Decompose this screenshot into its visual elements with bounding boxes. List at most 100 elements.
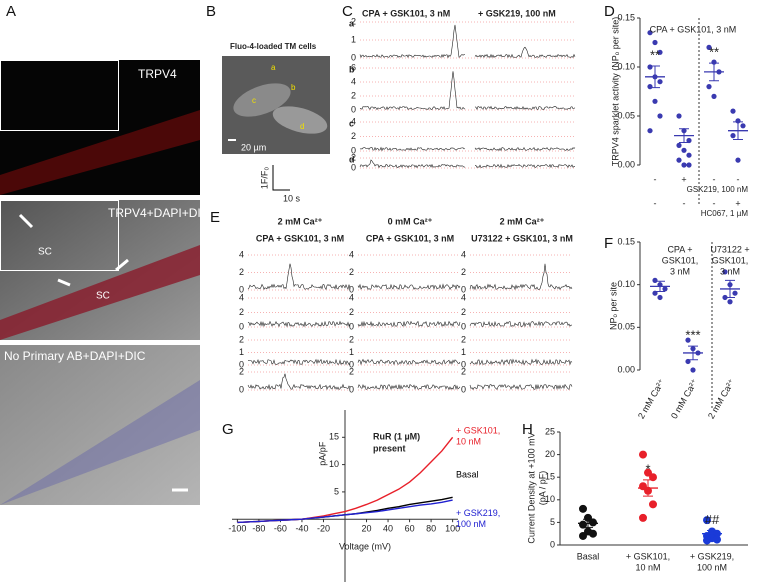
trace xyxy=(247,358,351,366)
column-title: CPA + GSK101, 3 nM xyxy=(256,233,344,243)
y-tick-label: 20 xyxy=(545,449,555,459)
axis-tick-label: 2 xyxy=(351,131,356,141)
x-tick-label: + GSK219, xyxy=(690,551,734,561)
x-tick-label: -100 xyxy=(228,524,246,534)
dot xyxy=(649,500,657,509)
x-tick-label: 80 xyxy=(426,524,436,534)
dot xyxy=(735,157,741,163)
sem-bar xyxy=(733,121,743,141)
image-label: TRPV4+DAPI+DIC xyxy=(108,206,210,220)
dot xyxy=(647,30,653,36)
y-tick-label: 0.05 xyxy=(617,110,635,120)
dot xyxy=(706,84,712,90)
treatment-mark: - xyxy=(683,198,686,208)
image-label: No Primary AB+DAPI+DIC xyxy=(4,349,146,363)
axis-tick-label: 4 xyxy=(239,249,244,259)
panel-label: C xyxy=(342,3,353,20)
y-tick-label: 0.15 xyxy=(617,12,635,22)
legend-label: + GSK219, 100 nM xyxy=(456,508,500,529)
axis-tick-label: 0 xyxy=(351,145,356,155)
axis-tick-label: 6 xyxy=(351,62,356,72)
panel-label: E xyxy=(210,209,220,226)
treatment-mark: + xyxy=(735,198,740,208)
sem-bar xyxy=(655,280,665,292)
trace xyxy=(357,358,461,366)
x-tick-label: 10 nM xyxy=(635,562,660,572)
image-label: TRPV4 xyxy=(138,67,177,81)
x-tick-label: Basal xyxy=(577,551,600,561)
dot xyxy=(690,367,696,373)
axis-tick-label: 1 xyxy=(239,347,244,357)
trace xyxy=(359,146,466,152)
axis-tick-label: 2 xyxy=(349,307,354,317)
y-tick-label: 10 xyxy=(545,494,555,504)
stain xyxy=(0,245,200,340)
axis-tick-label: 0 xyxy=(239,321,244,331)
arrow xyxy=(18,213,129,287)
x-tick-label: 2 mM Ca²⁺ xyxy=(706,377,737,421)
column-title: CPA + GSK101, 3 nM xyxy=(366,233,454,243)
axis-tick-label: 4 xyxy=(461,292,466,302)
row-label: a xyxy=(349,18,355,28)
note: RuR (1 µM) xyxy=(373,432,420,442)
y-tick-label: 15 xyxy=(545,472,555,482)
axis-tick-label: 0 xyxy=(349,321,354,331)
axis-tick-label: 4 xyxy=(239,292,244,302)
trace xyxy=(359,71,466,111)
dot xyxy=(589,529,597,538)
panel-label: D xyxy=(604,3,615,20)
axis-tick-label: 1 xyxy=(351,34,356,44)
dot xyxy=(740,123,746,129)
dot xyxy=(639,513,647,522)
significance: * xyxy=(645,461,650,476)
axis-tick-label: 2 xyxy=(239,334,244,344)
x-tick-label: -60 xyxy=(274,524,287,534)
cell-label: c xyxy=(252,96,256,105)
trace xyxy=(469,320,573,328)
column-title: CPA + GSK101, 3 nM xyxy=(362,8,450,18)
group-label: GSK101, xyxy=(712,255,749,265)
dot xyxy=(657,113,663,119)
axis-tick-label: 2 xyxy=(461,267,466,277)
axis-tick-label: 2 xyxy=(349,366,354,376)
dot xyxy=(727,299,733,305)
y-tick-label: 0.10 xyxy=(617,61,635,71)
axis-tick-label: 0 xyxy=(239,284,244,294)
sem-bar xyxy=(583,518,593,528)
dot xyxy=(589,518,597,527)
x-tick-label: 0 mM Ca²⁺ xyxy=(669,377,700,421)
trace xyxy=(247,373,351,391)
group-label: CPA + xyxy=(667,244,692,254)
axis-tick-label: 1 xyxy=(461,347,466,357)
x-tick-label: 2 mM Ca²⁺ xyxy=(636,377,667,421)
axis-tick-label: 2 xyxy=(349,334,354,344)
y-tick-label: 0.10 xyxy=(617,279,635,289)
trace xyxy=(357,283,461,291)
dot xyxy=(662,286,668,292)
treatment-mark: - xyxy=(654,198,657,208)
row-label: b xyxy=(349,64,355,74)
x-tick-label: 60 xyxy=(405,524,415,534)
axis-tick-label: 2 xyxy=(239,267,244,277)
dot xyxy=(657,79,663,85)
axis-tick-label: 0 xyxy=(239,384,244,394)
trace xyxy=(474,163,576,169)
scale-bar xyxy=(272,165,290,191)
axis-tick-label: 0 xyxy=(239,359,244,369)
trace xyxy=(474,46,576,59)
dot xyxy=(652,98,658,104)
scale-label: 20 µm xyxy=(241,142,266,152)
sem-bar xyxy=(650,65,660,89)
axis-tick-label: 4 xyxy=(349,249,354,259)
group-label: 3 nM xyxy=(720,266,740,276)
chart-title: CPA + GSK101, 3 nM xyxy=(650,24,737,34)
y-tick-label: 5 xyxy=(550,517,555,527)
dot xyxy=(676,113,682,119)
dot xyxy=(686,137,692,144)
x-tick-label: -20 xyxy=(317,524,330,534)
dot xyxy=(703,536,711,545)
dot xyxy=(711,93,717,99)
cell xyxy=(233,83,291,117)
series-line xyxy=(237,499,453,524)
row-label: d xyxy=(349,154,355,164)
